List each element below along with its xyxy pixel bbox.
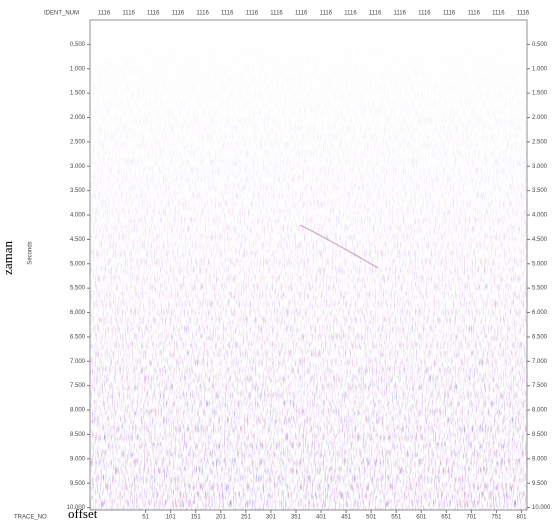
top-label: 1116 (418, 11, 431, 17)
y-tick-label: 7.500 (70, 383, 86, 389)
x-tick-label: 101 (166, 515, 177, 521)
y-tick-label-right: 6.500 (532, 334, 548, 340)
x-tick-label: 251 (241, 515, 252, 521)
x-annotation: offset (68, 506, 98, 521)
y-tick-label-right: 10.000 (532, 505, 551, 511)
plot-frame (89, 19, 528, 511)
y-tick-label-right: 2.500 (532, 139, 548, 145)
y-tick-label: 0.500 (70, 42, 86, 48)
y-tick-label: 2.000 (70, 115, 86, 121)
top-label: 1116 (320, 11, 333, 17)
y-tick-label-right: 8.000 (532, 408, 548, 414)
y-tick-label: 8.000 (70, 408, 86, 414)
x-axis-label: TRACE_NO (14, 515, 47, 521)
top-label: 1116 (517, 11, 530, 17)
y-tick-label-right: 3.000 (532, 164, 548, 170)
y-tick-label-right: 5.000 (532, 261, 548, 267)
y-tick-label: 6.000 (70, 310, 86, 316)
y-tick-label: 10.000 (67, 505, 86, 511)
top-label: 1116 (369, 11, 382, 17)
y-tick-label-right: 7.500 (532, 383, 548, 389)
top-label: 1116 (221, 11, 234, 17)
x-tick-label: 201 (216, 515, 227, 521)
y-tick-label: 9.000 (70, 456, 86, 462)
top-label: 1116 (246, 11, 259, 17)
x-tick-label: 351 (291, 515, 302, 521)
y-axis-label: Seconds (28, 241, 34, 264)
y-tick-label: 1.500 (70, 91, 86, 97)
x-tick-label: 501 (366, 515, 377, 521)
top-label: 1116 (344, 11, 357, 17)
y-tick-label-right: 4.000 (532, 213, 548, 219)
y-tick-label-right: 3.500 (532, 188, 548, 194)
y-tick-label-right: 6.000 (532, 310, 548, 316)
y-tick-label: 8.500 (70, 432, 86, 438)
x-tick-label: 401 (316, 515, 327, 521)
y-tick-label-right: 4.500 (532, 237, 548, 243)
x-tick-label: 701 (466, 515, 477, 521)
y-annotation: zaman (0, 241, 15, 275)
top-label: 1116 (492, 11, 505, 17)
top-axis-label: IDENT_NUM (44, 11, 79, 17)
x-tick-label: 651 (441, 515, 452, 521)
top-label: 1116 (147, 11, 160, 17)
top-label: 1116 (122, 11, 135, 17)
x-tick-label: 751 (491, 515, 502, 521)
y-tick-label-right: 5.500 (532, 286, 548, 292)
y-tick-label: 5.500 (70, 286, 86, 292)
x-tick-label: 801 (516, 515, 527, 521)
x-tick-label: 551 (391, 515, 402, 521)
x-tick-label: 301 (266, 515, 277, 521)
y-tick-label-right: 9.500 (532, 481, 548, 487)
x-tick-label: 151 (191, 515, 202, 521)
top-label: 1116 (98, 11, 111, 17)
top-label: 1116 (270, 11, 283, 17)
top-label: 1116 (467, 11, 480, 17)
y-tick-label-right: 0.500 (532, 42, 548, 48)
y-tick-label-right: 1.000 (532, 66, 548, 72)
x-tick-label: 451 (341, 515, 352, 521)
x-tick-label: 51 (142, 515, 149, 521)
y-tick-label: 2.500 (70, 139, 86, 145)
y-tick-label: 3.000 (70, 164, 86, 170)
y-tick-label: 6.500 (70, 334, 86, 340)
top-label: 1116 (196, 11, 209, 17)
top-label: 1116 (172, 11, 185, 17)
y-tick-label: 9.500 (70, 481, 86, 487)
y-tick-label-right: 1.500 (532, 91, 548, 97)
y-tick-label-right: 8.500 (532, 432, 548, 438)
y-tick-label: 1.000 (70, 66, 86, 72)
x-tick-label: 601 (416, 515, 427, 521)
y-tick-label: 3.500 (70, 188, 86, 194)
y-tick-label: 7.000 (70, 359, 86, 365)
top-label: 1116 (443, 11, 456, 17)
top-label: 1116 (295, 11, 308, 17)
y-tick-label: 5.000 (70, 261, 86, 267)
seismic-texture (90, 20, 527, 510)
top-label: 1116 (394, 11, 407, 17)
y-tick-label-right: 7.000 (532, 359, 548, 365)
y-tick-label-right: 9.000 (532, 456, 548, 462)
y-tick-label-right: 2.000 (532, 115, 548, 121)
reflection (299, 224, 379, 269)
y-tick-label: 4.000 (70, 213, 86, 219)
y-tick-label: 4.500 (70, 237, 86, 243)
